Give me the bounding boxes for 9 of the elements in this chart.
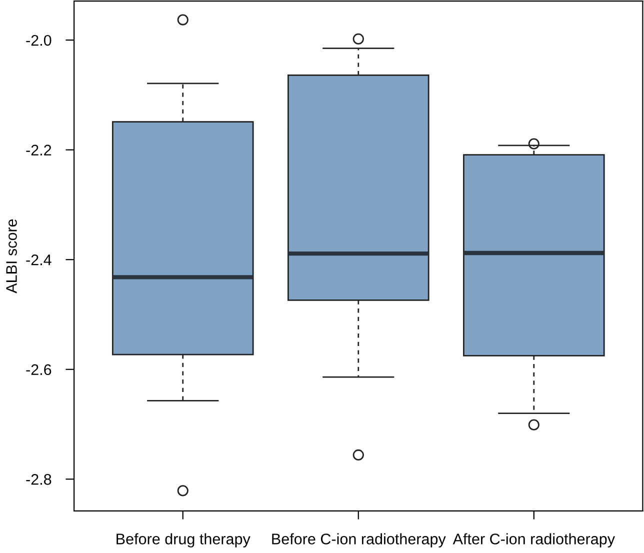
y-tick-label: -2.8	[26, 474, 52, 485]
x-tick-label: After C-ion radiotherapy	[452, 533, 615, 548]
x-tick-label: Before drug therapy	[116, 533, 250, 548]
x-tick-label: Before C-ion radiotherapy	[272, 533, 446, 548]
y-tick-label: -2.4	[26, 254, 52, 266]
y-axis-title: ALBI score	[6, 219, 17, 294]
y-tick-label: -2.0	[26, 34, 52, 46]
y-tick-label: -2.6	[26, 364, 52, 376]
y-tick-label: -2.2	[26, 144, 52, 156]
